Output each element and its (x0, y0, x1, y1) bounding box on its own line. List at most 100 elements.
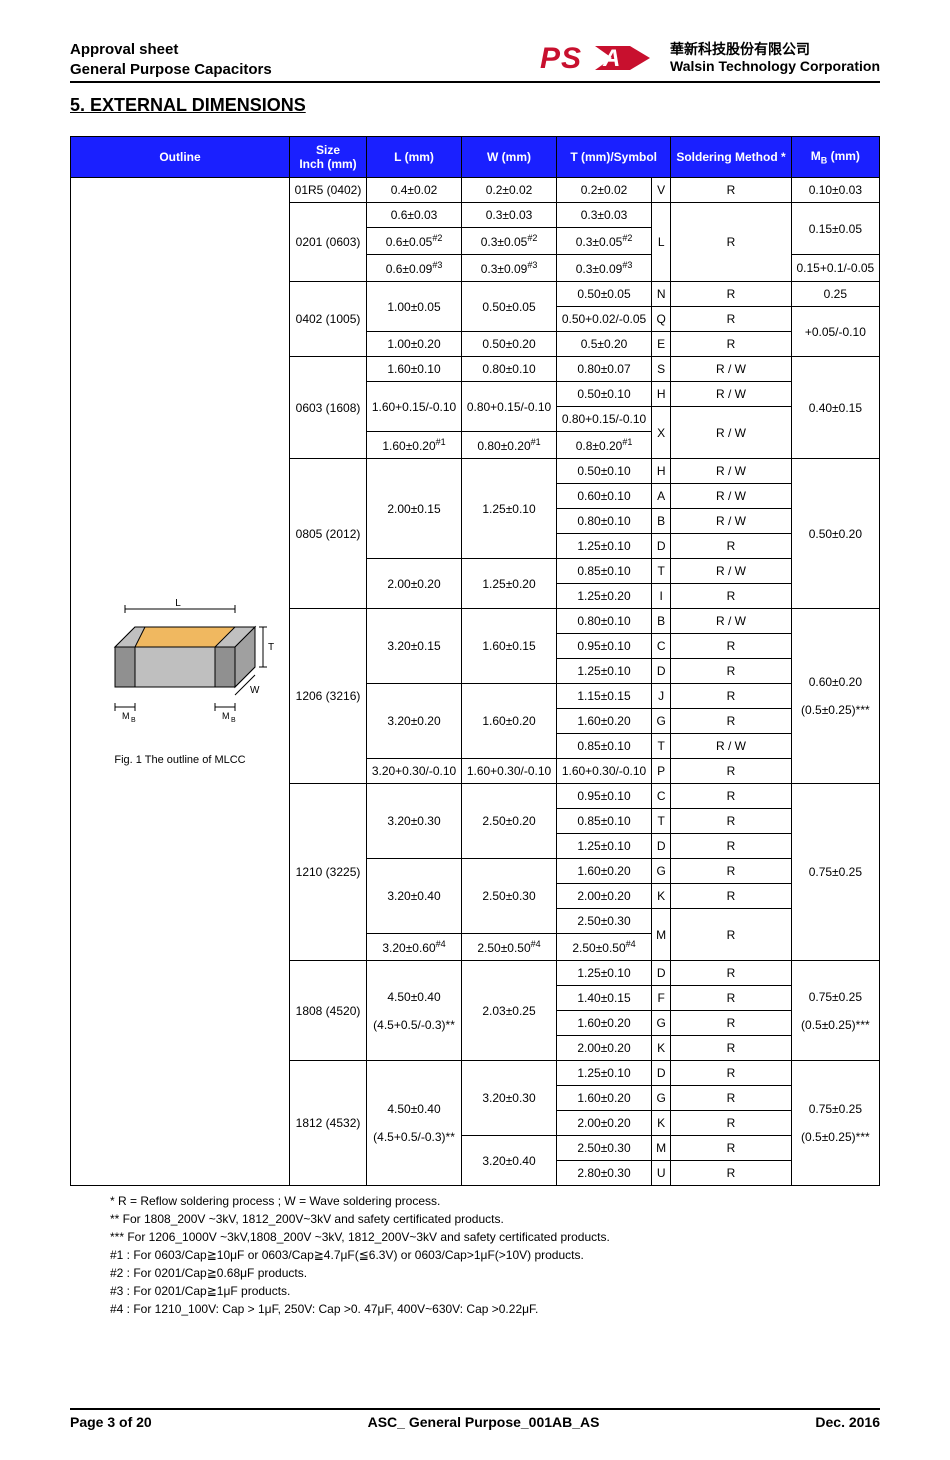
table-cell: K (652, 1036, 671, 1061)
table-cell: 0.60±0.20 (0.5±0.25)*** (791, 609, 879, 784)
svg-text:PS: PS (540, 42, 582, 75)
table-cell: A (652, 484, 671, 509)
table-cell: K (652, 884, 671, 909)
table-cell: H (652, 459, 671, 484)
table-cell: J (652, 684, 671, 709)
table-cell: 0.80±0.10 (462, 357, 557, 382)
table-cell: 0.50±0.05 (462, 282, 557, 332)
svg-text:M: M (222, 711, 230, 721)
page: Approval sheet General Purpose Capacitor… (0, 0, 950, 1460)
table-cell: R (671, 307, 791, 332)
table-cell: R / W (671, 484, 791, 509)
table-cell: X (652, 407, 671, 459)
page-footer: Page 3 of 20 ASC_ General Purpose_001AB_… (70, 1408, 880, 1430)
table-cell: 0201 (0603) (290, 203, 367, 282)
footnote-line: #3 : For 0201/Cap≧1μF products. (110, 1282, 880, 1300)
footer-page: Page 3 of 20 (70, 1414, 152, 1430)
table-cell: 1.25±0.10 (557, 659, 652, 684)
footnote-line: ** For 1808_200V ~3kV, 1812_200V~3kV and… (110, 1210, 880, 1228)
table-cell: 1.60±0.20#1 (367, 432, 462, 459)
col-soldering: Soldering Method * (671, 137, 791, 178)
table-cell: R (671, 1086, 791, 1111)
table-cell: 1808 (4520) (290, 961, 367, 1061)
table-cell: 1.25±0.10 (557, 834, 652, 859)
table-body: L T W MB MB Fig. 1 The outline of MLCC 0… (71, 178, 880, 1186)
table-cell: 2.00±0.20 (557, 1036, 652, 1061)
table-cell: R (671, 859, 791, 884)
table-cell: 2.00±0.20 (557, 1111, 652, 1136)
svg-text:L: L (175, 598, 181, 609)
table-cell: 1.60±0.20 (557, 1086, 652, 1111)
table-cell: 0.3±0.05#2 (557, 228, 652, 255)
table-cell: 1.60±0.20 (557, 709, 652, 734)
table-cell: 0.25 (791, 282, 879, 307)
table-cell: R (671, 1061, 791, 1086)
header-title-block: Approval sheet General Purpose Capacitor… (70, 40, 272, 79)
table-cell: R (671, 961, 791, 986)
table-cell: 3.20±0.30 (462, 1061, 557, 1136)
table-cell: R (671, 534, 791, 559)
table-cell: 0.80+0.15/-0.10 (462, 382, 557, 432)
table-cell: 0.10±0.03 (791, 178, 879, 203)
table-cell: R (671, 203, 791, 282)
table-cell: R (671, 884, 791, 909)
table-cell: 3.20±0.40 (462, 1136, 557, 1186)
table-cell: 1210 (3225) (290, 784, 367, 961)
table-cell: D (652, 1061, 671, 1086)
table-cell: R (671, 784, 791, 809)
corp-en: Walsin Technology Corporation (670, 58, 880, 75)
table-cell: G (652, 709, 671, 734)
table-cell: R (671, 709, 791, 734)
table-cell: R (671, 1036, 791, 1061)
table-row: L T W MB MB Fig. 1 The outline of MLCC 0… (71, 178, 880, 203)
col-w: W (mm) (462, 137, 557, 178)
table-cell: 0.85±0.10 (557, 809, 652, 834)
corp-text: 華新科技股份有限公司 Walsin Technology Corporation (670, 41, 880, 75)
table-cell: T (652, 559, 671, 584)
table-cell: +0.05/-0.10 (791, 307, 879, 357)
table-cell: 1.25±0.20 (462, 559, 557, 609)
table-cell: R / W (671, 407, 791, 459)
table-cell: S (652, 357, 671, 382)
table-cell: R (671, 659, 791, 684)
footnote-line: *** For 1206_1000V ~3kV,1808_200V ~3kV, … (110, 1228, 880, 1246)
table-cell: 1.60±0.20 (462, 684, 557, 759)
table-cell: D (652, 659, 671, 684)
table-cell: 0.95±0.10 (557, 784, 652, 809)
table-cell: V (652, 178, 671, 203)
table-cell: 0.50±0.20 (462, 332, 557, 357)
table-cell: 0.15+0.1/-0.05 (791, 255, 879, 282)
table-cell: R (671, 986, 791, 1011)
svg-text:A: A (602, 45, 621, 72)
table-cell: 0.50±0.05 (557, 282, 652, 307)
table-cell: 0.75±0.25 (0.5±0.25)*** (791, 1061, 879, 1186)
table-header: Outline Size Inch (mm) L (mm) W (mm) T (… (71, 137, 880, 178)
table-cell: 3.20±0.15 (367, 609, 462, 684)
footnote-line: #2 : For 0201/Cap≧0.68μF products. (110, 1264, 880, 1282)
table-cell: R (671, 584, 791, 609)
table-cell: B (652, 609, 671, 634)
table-cell: R / W (671, 509, 791, 534)
table-cell: 4.50±0.40 (4.5+0.5/-0.3)** (367, 1061, 462, 1186)
table-cell: 0.75±0.25 (791, 784, 879, 961)
table-cell: 2.50±0.30 (557, 1136, 652, 1161)
table-cell: 1.25±0.10 (462, 459, 557, 559)
table-cell: 0402 (1005) (290, 282, 367, 357)
table-cell: 3.20±0.60#4 (367, 934, 462, 961)
table-cell: 0.80±0.20#1 (462, 432, 557, 459)
table-cell: 0.80±0.07 (557, 357, 652, 382)
table-cell: T (652, 809, 671, 834)
mlcc-diagram: L T W MB MB (85, 597, 275, 737)
table-cell: 1.60±0.10 (367, 357, 462, 382)
table-cell: 0.95±0.10 (557, 634, 652, 659)
table-cell: 1.60+0.30/-0.10 (557, 759, 652, 784)
table-cell: 0.60±0.10 (557, 484, 652, 509)
table-cell: 0.3±0.09#3 (557, 255, 652, 282)
table-cell: 2.50±0.50#4 (557, 934, 652, 961)
table-cell: 0.85±0.10 (557, 734, 652, 759)
outline-cell: L T W MB MB Fig. 1 The outline of MLCC (71, 178, 290, 1186)
table-cell: 1.15±0.15 (557, 684, 652, 709)
table-cell: R (671, 178, 791, 203)
table-cell: 3.20+0.30/-0.10 (367, 759, 462, 784)
table-cell: R (671, 1161, 791, 1186)
